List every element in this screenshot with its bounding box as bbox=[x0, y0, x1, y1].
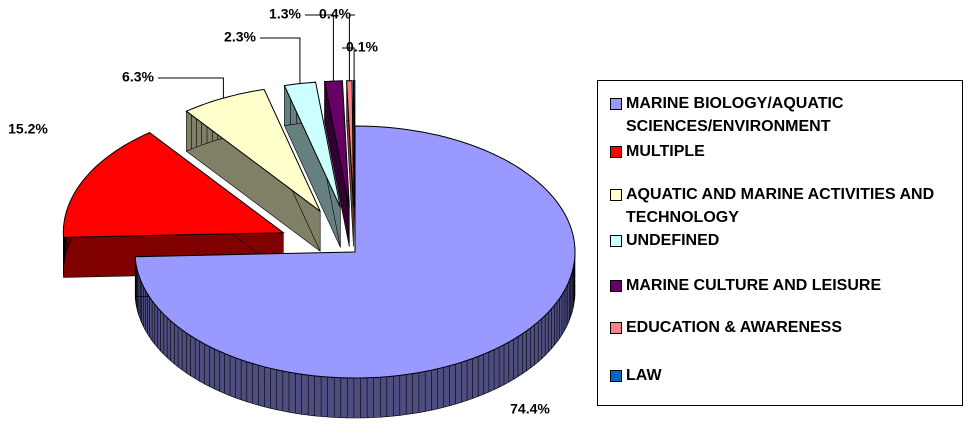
slice-top bbox=[62, 132, 285, 238]
legend-entry: MARINE CULTURE AND LEISURE bbox=[610, 274, 955, 297]
legend-swatch bbox=[610, 189, 622, 201]
legend-swatch bbox=[610, 98, 622, 110]
legend-label: MARINE BIOLOGY/AQUATIC SCIENCES/ENVIRONM… bbox=[626, 95, 844, 135]
data-label: 0.4% bbox=[319, 6, 351, 22]
data-label: 15.2% bbox=[8, 121, 48, 137]
pie-chart: 74.4% 15.2% 6.3% 2.3% 1.3% 0.4% 0.1% bbox=[8, 6, 576, 419]
leader-line bbox=[158, 77, 224, 99]
leader-line bbox=[305, 14, 334, 82]
leader-line bbox=[260, 37, 301, 84]
data-label: 1.3% bbox=[269, 6, 301, 22]
legend-label: MULTIPLE bbox=[626, 143, 705, 160]
data-label: 2.3% bbox=[224, 29, 256, 45]
legend-swatch bbox=[610, 280, 622, 292]
leader-line bbox=[348, 14, 355, 81]
legend-swatch bbox=[610, 146, 622, 158]
legend-entry: MULTIPLE bbox=[610, 140, 955, 163]
legend-entry: AQUATIC AND MARINE ACTIVITIES AND TECHNO… bbox=[610, 183, 955, 229]
data-label: 6.3% bbox=[122, 69, 154, 85]
slice-top bbox=[134, 125, 576, 379]
legend-entry: UNDEFINED bbox=[610, 229, 955, 252]
legend-label: LAW bbox=[626, 367, 662, 384]
data-label: 74.4% bbox=[510, 401, 550, 417]
legend-entry: LAW bbox=[610, 364, 955, 387]
legend-entry: EDUCATION & AWARENESS bbox=[610, 316, 955, 339]
legend-swatch bbox=[610, 322, 622, 334]
legend-label: EDUCATION & AWARENESS bbox=[626, 319, 843, 336]
legend-label: UNDEFINED bbox=[626, 232, 720, 249]
legend-entry: MARINE BIOLOGY/AQUATIC SCIENCES/ENVIRONM… bbox=[610, 92, 955, 138]
legend-label: MARINE CULTURE AND LEISURE bbox=[626, 277, 882, 294]
data-label: 0.1% bbox=[346, 39, 378, 55]
legend: MARINE BIOLOGY/AQUATIC SCIENCES/ENVIRONM… bbox=[597, 80, 963, 406]
legend-swatch bbox=[610, 235, 622, 247]
legend-label: AQUATIC AND MARINE ACTIVITIES AND TECHNO… bbox=[626, 186, 935, 226]
leader-line bbox=[342, 47, 355, 81]
legend-swatch bbox=[610, 370, 622, 382]
